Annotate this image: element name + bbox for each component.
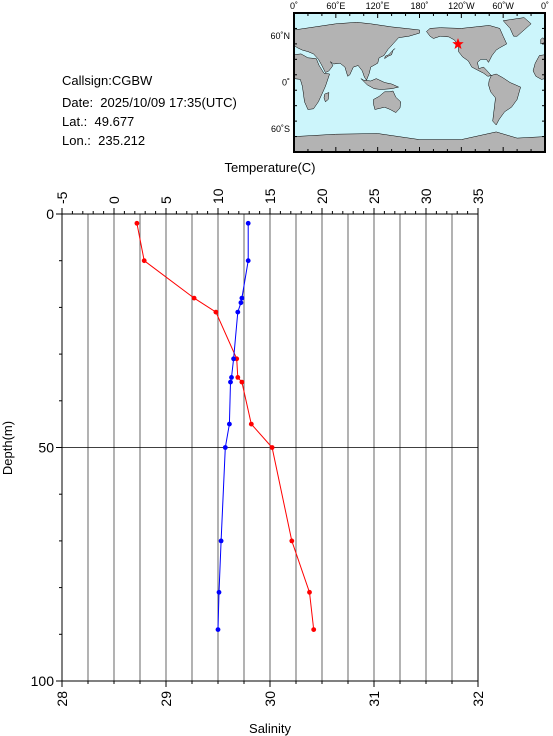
top-tick-label: 5 — [158, 196, 174, 204]
bottom-tick-label: 31 — [366, 691, 382, 707]
eurasia-landmass — [293, 22, 420, 81]
series-point-0 — [307, 589, 312, 595]
series-point-0 — [311, 627, 317, 632]
series-point-0 — [235, 375, 241, 380]
longitude-text: Lon.: 235.212 — [62, 133, 146, 148]
top-tick-label: 15 — [262, 188, 278, 204]
series-point-1 — [231, 356, 237, 362]
latitude-text: Lat.: 49.677 — [62, 114, 135, 129]
series-point-0 — [134, 220, 140, 226]
series-point-1 — [218, 538, 224, 544]
australia-landmass — [373, 90, 401, 113]
callsign-text: Callsign:CGBW — [62, 73, 153, 88]
series-point-1 — [222, 445, 228, 450]
series-point-0 — [191, 295, 197, 301]
series-point-0 — [239, 379, 245, 385]
map-lat-label: 60˚N — [270, 31, 290, 41]
location-map: 0˚ 60˚E 120˚E 180˚ 120˚W 60˚W 0˚ 60˚N 0˚ 60˚S — [270, 1, 549, 153]
series-point-0 — [141, 258, 147, 264]
series-point-1 — [229, 375, 234, 380]
north-america-landmass — [426, 25, 508, 77]
map-lat-label: 0˚ — [282, 78, 290, 88]
bottom-tick-label: 28 — [54, 691, 70, 707]
map-lon-label: 120˚E — [366, 1, 390, 11]
africa-landmass — [293, 53, 330, 110]
series-point-1 — [239, 295, 245, 301]
series-point-0 — [289, 538, 295, 544]
date-text: Date: 2025/10/09 17:35(UTC) — [62, 95, 237, 110]
map-lat-label: 60˚S — [271, 124, 290, 134]
map-lon-label: 180˚ — [410, 1, 428, 11]
map-lon-label: 60˚W — [492, 1, 514, 11]
top-tick-label: 30 — [418, 188, 434, 204]
madagascar-landmass — [323, 92, 330, 103]
bottom-tick-label: 32 — [470, 691, 486, 707]
series-line-1 — [217, 223, 249, 630]
y-tick-label: 100 — [31, 673, 55, 689]
top-tick-label: 10 — [210, 188, 226, 204]
series-point-1 — [245, 220, 251, 226]
series-line-0 — [136, 223, 315, 630]
south-america-landmass — [488, 73, 521, 126]
bottom-axis-title: Salinity — [249, 721, 291, 736]
map-lon-label: 120˚W — [448, 1, 475, 11]
map-lon-label: 0˚ — [290, 1, 298, 11]
star-icon — [452, 38, 464, 49]
y-axis-title: Depth(m) — [0, 421, 15, 475]
series-point-1 — [215, 627, 221, 632]
series-point-1 — [227, 421, 232, 427]
y-tick-label: 0 — [46, 206, 54, 222]
series-point-0 — [213, 309, 219, 315]
top-tick-label: 20 — [314, 188, 330, 204]
top-tick-label: 25 — [366, 188, 382, 204]
top-tick-label: 0 — [106, 196, 122, 204]
indonesia-landmass — [360, 78, 400, 90]
series-point-1 — [235, 309, 241, 315]
greenland-landmass — [502, 17, 532, 37]
series-point-1 — [228, 379, 233, 385]
britain-landmass — [540, 37, 546, 45]
top-tick-label: -5 — [54, 191, 70, 204]
series-point-0 — [248, 421, 254, 427]
top-axis-title: Temperature(C) — [224, 160, 315, 175]
series-point-1 — [238, 300, 244, 306]
map-lon-label: 0˚ — [541, 1, 549, 11]
y-tick-label: 50 — [38, 440, 54, 456]
japan-landmass — [384, 48, 396, 60]
series-point-1 — [216, 589, 222, 595]
series-point-1 — [245, 258, 251, 264]
map-lon-label: 60˚E — [326, 1, 345, 11]
bottom-tick-label: 30 — [262, 691, 278, 707]
bottom-tick-label: 29 — [158, 691, 174, 707]
series-point-0 — [269, 445, 275, 450]
top-tick-label: 35 — [470, 188, 486, 204]
